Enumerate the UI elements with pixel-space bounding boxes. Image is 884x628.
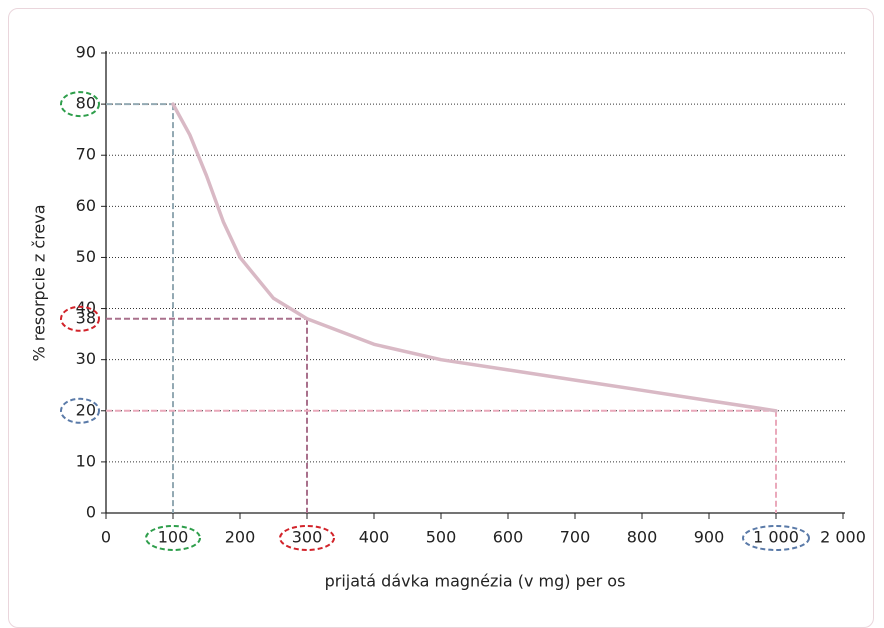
x-tick-label: 1 000 [753, 528, 799, 547]
y-tick-label: 50 [76, 247, 96, 266]
y-tick-label: 0 [86, 503, 96, 522]
highlight-ring-y [60, 91, 100, 118]
y-axis-label: % resorpcie z čreva [30, 204, 49, 361]
x-tick-label: 900 [694, 528, 725, 547]
x-tick-label: 700 [560, 528, 591, 547]
x-tick-label: 0 [101, 528, 111, 547]
x-tick-label: 200 [225, 528, 256, 547]
highlight-label: 38 [76, 308, 96, 327]
y-tick-label: 40 [76, 298, 96, 317]
x-axis-label: prijatá dávka magnézia (v mg) per os [325, 572, 626, 591]
highlight-ring-x [145, 525, 201, 551]
x-tick-label: 400 [359, 528, 390, 547]
y-tick-label: 10 [76, 451, 96, 470]
x-tick-label: 500 [426, 528, 457, 547]
y-tick-label: 30 [76, 349, 96, 368]
x-tick-label: 2 000 [820, 528, 866, 547]
highlight-ring-y [60, 397, 100, 424]
x-tick-label: 300 [292, 528, 323, 547]
x-tick-label: 600 [493, 528, 524, 547]
y-tick-label: 90 [76, 43, 96, 62]
y-tick-label: 80 [76, 94, 96, 113]
y-tick-label: 60 [76, 196, 96, 215]
x-tick-label: 100 [158, 528, 189, 547]
x-tick-label: 800 [627, 528, 658, 547]
curve [171, 102, 778, 413]
y-tick-label: 20 [76, 400, 96, 419]
y-tick-label: 70 [76, 145, 96, 164]
highlight-ring-x [742, 525, 810, 551]
highlight-ring-y [60, 305, 100, 332]
highlight-ring-x [279, 525, 335, 551]
